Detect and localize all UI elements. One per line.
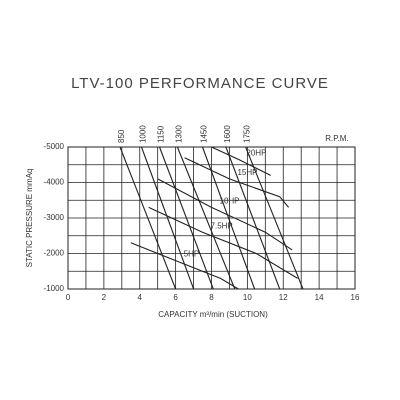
rpm-line	[119, 146, 177, 290]
power-curve	[148, 206, 298, 279]
x-tick-label: 6	[173, 293, 178, 302]
y-tick-label: -4000	[44, 178, 65, 187]
power-curve-label: 7.5HP	[211, 221, 233, 230]
rpm-value-label: 850	[117, 129, 126, 143]
rpm-value-label: 1000	[139, 125, 148, 143]
x-tick-label: 12	[279, 293, 288, 302]
x-tick-label: 0	[66, 293, 71, 302]
rpm-label: R.P.M.	[325, 134, 348, 143]
plot-frame	[67, 146, 356, 290]
x-tick-label: 16	[351, 293, 360, 302]
power-curve-label: 20HP	[246, 149, 266, 158]
rpm-value-label: 1450	[200, 125, 209, 143]
rpm-value-label: 1750	[243, 125, 252, 143]
y-tick-label: -5000	[44, 142, 65, 151]
power-curve	[211, 146, 271, 176]
rpm-value-label: 1600	[223, 125, 232, 143]
chart-title: LTV-100 PERFORMANCE CURVE	[71, 75, 329, 92]
x-tick-label: 2	[102, 293, 107, 302]
x-tick-label: 4	[138, 293, 143, 302]
rpm-line	[140, 146, 195, 290]
rpm-line	[225, 146, 281, 290]
y-axis-label: STATIC PRESSURE mmAq	[25, 169, 34, 268]
power-curve-label: 15HP	[237, 168, 257, 177]
x-axis-label: CAPACITY m³/min (SUCTION)	[158, 310, 268, 319]
x-tick-label: 10	[243, 293, 252, 302]
power-curve	[130, 242, 239, 290]
y-tick-label: -1000	[44, 284, 65, 293]
rpm-line	[176, 146, 236, 290]
y-tick-label: -3000	[44, 213, 65, 222]
x-tick-label: 8	[209, 293, 214, 302]
y-tick-label: -2000	[44, 249, 65, 258]
x-tick-label: 14	[315, 293, 324, 302]
power-curve	[157, 178, 293, 251]
power-curve-label: 5HP	[184, 250, 200, 259]
rpm-line	[158, 146, 214, 290]
power-curve	[184, 157, 290, 208]
rpm-line	[245, 146, 304, 290]
rpm-value-label: 1300	[175, 125, 184, 143]
power-curve-label: 10HP	[220, 196, 240, 205]
rpm-value-label: 1150	[157, 125, 166, 143]
